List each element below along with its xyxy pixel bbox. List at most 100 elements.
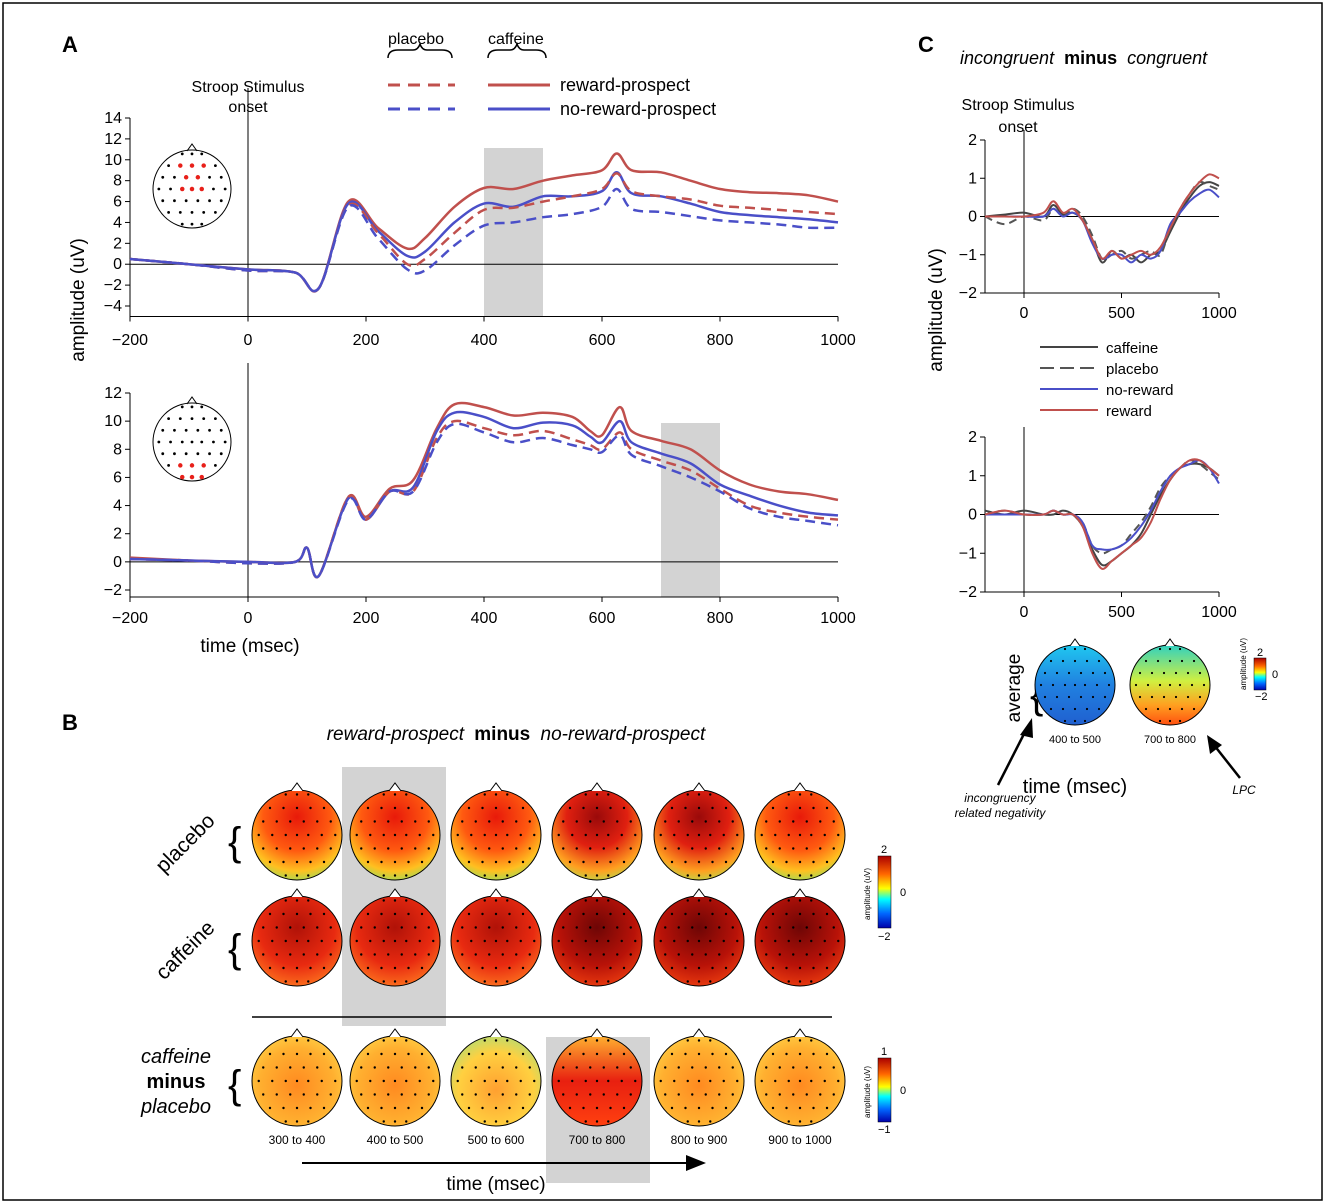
electrode-dot [355,939,358,943]
electrode-dot [257,939,260,943]
y-tick-label-a-bottom: −2 [104,582,122,599]
electrode-dot [582,966,585,970]
electrode-dot [508,1052,511,1056]
electrode-dot [289,926,292,929]
plot-a-top: −4 −2 0 2 4 6 8 10 12 14 −200 0 200 400 600 800 1000 [104,88,856,349]
electrode-highlight [178,463,183,468]
electrode-dot [506,899,509,902]
electrode-highlight [180,186,185,192]
electrode-dot [664,1093,667,1096]
electrode-dot [178,211,182,214]
x-tick-label-a-top: 800 [707,332,734,349]
brace-caffeine: { [228,927,241,971]
electrode-dot [607,833,610,837]
electrode-dot [488,953,491,956]
y-tick-label-c-bottom: 0 [968,507,977,524]
electrode-dot [212,440,215,444]
electrode-dot [295,1079,299,1083]
electrode-highlight [180,474,185,480]
electrode-dot [778,1093,781,1096]
electrode-dot [208,428,211,432]
topo-c-400-500 [1034,638,1116,726]
electrode-dot [634,1079,637,1083]
electrode-dot [684,966,687,970]
electrode-dot [414,847,417,850]
topomap-caffeine-1 [251,888,343,987]
electrode-dot [798,912,802,916]
electrode-dot [771,860,775,864]
brace-placebo: { [228,820,241,864]
electrode-dot [407,966,410,970]
electrode-dot [380,860,383,864]
arrow-lpc-head [1207,735,1222,754]
electrode-dot [382,1079,385,1083]
electrode-dot [778,926,781,929]
electrode-dot [774,1079,777,1083]
panel-c-colorbar-label: amplitude (uV) [1239,638,1248,690]
electrode-dot [798,939,802,943]
electrode-dot [494,874,498,877]
electrode-dot [432,939,435,943]
electrode-dot [616,953,619,956]
electrode-dot [823,833,826,837]
electrode-dot [307,899,310,902]
electrode-dot [686,1079,689,1083]
electrode-dot [765,953,768,956]
electrode-dot [677,847,680,850]
electrode-dot [334,939,337,943]
x-tick-label-a-top: −200 [112,332,148,349]
electrode-dot [670,966,674,970]
electrode-dot [506,833,509,837]
electrode-dot [1198,695,1202,699]
electrode-dot [787,874,790,877]
electrode-dot [275,1066,278,1069]
electrode-dot [366,1052,370,1056]
electrode-dot [262,1093,265,1096]
electrode-dot [1061,707,1065,711]
topomap-placebo-2 [349,782,441,881]
electrode-dot [369,939,372,943]
electrode-dot [1103,695,1107,699]
electrode-dot [575,847,578,850]
electrode-dot [506,874,509,877]
x-tick-label-a-top: 200 [353,332,380,349]
electrode-dot [582,1106,585,1110]
electrode-dot [380,1052,383,1056]
electrode-dot [718,820,721,823]
electrode-dot [268,860,272,864]
electrode-dot [481,966,484,970]
electrode-dot [506,980,509,983]
electrode-dot [810,874,813,877]
electrode-dot [792,1093,795,1096]
electrode-dot [568,912,572,916]
electrode-dot [686,833,689,837]
electrode-dot [366,1106,370,1110]
electrode-dot [664,926,667,929]
electrode-dot [691,926,694,929]
electrode-dot [157,440,161,444]
electrode-dot [380,966,383,970]
electrode-dot [1073,707,1077,711]
electrode-dot [467,806,471,810]
electrode-dot [1180,659,1184,663]
electrode-dot [405,833,408,837]
electrode-dot [214,211,217,214]
electrode-dot [765,1093,768,1096]
panel-b-title-part1: reward-prospect [327,724,465,745]
electrode-dot [602,820,605,823]
electrode-highlight [199,474,204,480]
electrode-dot [1174,695,1178,699]
electrode-dot [575,1093,578,1096]
electrode-highlight [199,186,204,192]
electrode-dot [832,1066,835,1069]
electrode-dot [686,793,689,796]
electrode-dot [407,1052,410,1056]
electrode-dot [282,806,285,810]
electrode-dot [200,440,204,444]
electrode-dot [418,1079,421,1083]
electrode-dot [474,847,477,850]
series-line-a-top-placebo-no-reward-prospect [129,187,839,293]
electrode-dot [295,1039,299,1042]
annotation-incongruency-line1: incongruency [964,791,1036,805]
